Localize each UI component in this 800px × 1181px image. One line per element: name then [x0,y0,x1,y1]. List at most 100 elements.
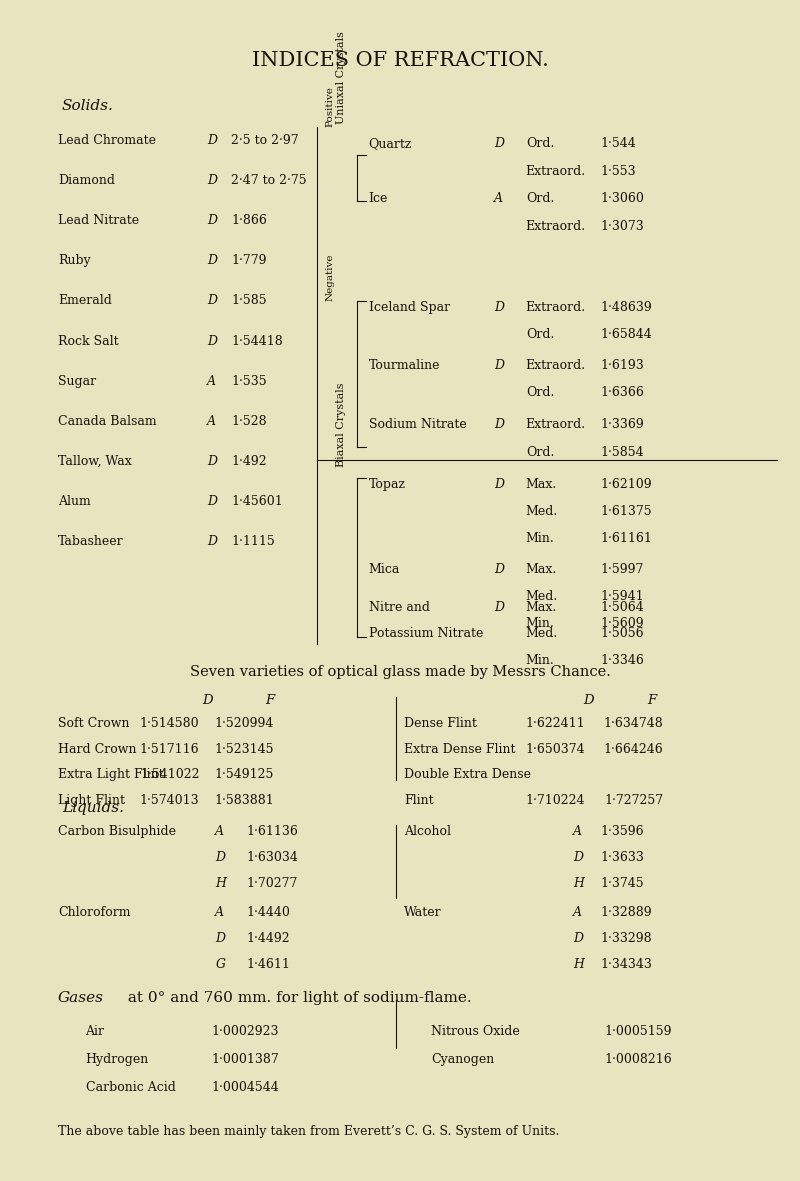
Text: 1·710224: 1·710224 [526,794,585,807]
Text: 1·3060: 1·3060 [601,193,644,205]
Text: Carbon Bisulphide: Carbon Bisulphide [58,824,176,837]
Text: D: D [207,334,218,347]
Text: Sodium Nitrate: Sodium Nitrate [369,418,466,431]
Text: Lead Nitrate: Lead Nitrate [58,214,139,227]
Text: Negative: Negative [326,253,334,301]
Text: A: A [215,824,224,837]
Text: Positive: Positive [326,86,334,126]
Text: Carbonic Acid: Carbonic Acid [86,1081,175,1094]
Text: Min.: Min. [526,654,554,667]
Text: Dense Flint: Dense Flint [404,717,477,730]
Text: Solids.: Solids. [62,99,114,112]
Text: H: H [573,958,584,971]
Text: D: D [583,694,594,707]
Text: Topaz: Topaz [369,478,406,491]
Text: 2·47 to 2·75: 2·47 to 2·75 [231,174,306,187]
Text: Canada Balsam: Canada Balsam [58,415,157,428]
Text: A: A [207,374,217,387]
Text: Chloroform: Chloroform [58,906,130,919]
Text: Light Flint: Light Flint [58,794,125,807]
Text: 1·634748: 1·634748 [603,717,663,730]
Text: 1·4611: 1·4611 [246,958,290,971]
Text: 1·779: 1·779 [231,254,266,267]
Text: Tabasheer: Tabasheer [58,535,124,548]
Text: 1·6193: 1·6193 [601,359,644,372]
Text: 1·574013: 1·574013 [140,794,199,807]
Text: 1·583881: 1·583881 [214,794,274,807]
Text: at 0° and 760 mm. for light of sodium-flame.: at 0° and 760 mm. for light of sodium-fl… [123,991,472,1005]
Text: 1·62109: 1·62109 [601,478,652,491]
Text: Max.: Max. [526,563,557,576]
Text: Med.: Med. [526,505,558,518]
Text: 1·727257: 1·727257 [604,794,663,807]
Text: 1·6366: 1·6366 [601,386,644,399]
Text: 1·541022: 1·541022 [140,769,199,782]
Text: 1·32889: 1·32889 [601,906,652,919]
Text: 1·544: 1·544 [601,137,636,150]
Text: 1·3073: 1·3073 [601,221,644,234]
Text: D: D [215,932,226,945]
Text: G: G [215,958,226,971]
Text: 1·61136: 1·61136 [246,824,298,837]
Text: D: D [573,850,583,863]
Text: D: D [207,294,218,307]
Text: A: A [573,824,582,837]
Text: 1·45601: 1·45601 [231,495,282,508]
Text: H: H [215,876,226,889]
Text: 1·535: 1·535 [231,374,266,387]
Text: Ord.: Ord. [526,137,554,150]
Text: Cyanogen: Cyanogen [431,1052,494,1065]
Text: Air: Air [86,1025,105,1038]
Text: 1·520994: 1·520994 [215,717,274,730]
Text: Double Extra Dense: Double Extra Dense [404,769,531,782]
Text: A: A [215,906,224,919]
Text: Extraord.: Extraord. [526,418,586,431]
Text: 1·650374: 1·650374 [525,743,585,756]
Text: 1·5064: 1·5064 [601,601,644,614]
Text: Iceland Spar: Iceland Spar [369,301,450,314]
Text: Ord.: Ord. [526,386,554,399]
Text: Max.: Max. [526,478,557,491]
Text: Med.: Med. [526,590,558,603]
Text: Emerald: Emerald [58,294,112,307]
Text: Extra Dense Flint: Extra Dense Flint [404,743,515,756]
Text: The above table has been mainly taken from Everett’s C. G. S. System of Units.: The above table has been mainly taken fr… [58,1124,559,1137]
Text: Min.: Min. [526,618,554,631]
Text: 1·3369: 1·3369 [601,418,644,431]
Text: D: D [207,133,218,146]
Text: Rock Salt: Rock Salt [58,334,118,347]
Text: H: H [573,876,584,889]
Text: Max.: Max. [526,601,557,614]
Text: D: D [207,214,218,227]
Text: D: D [202,694,213,707]
Text: Lead Chromate: Lead Chromate [58,133,156,146]
Text: D: D [573,932,583,945]
Text: Alcohol: Alcohol [404,824,451,837]
Text: D: D [207,254,218,267]
Text: Nitrous Oxide: Nitrous Oxide [431,1025,520,1038]
Text: Liquids.: Liquids. [62,801,124,815]
Text: 1·3596: 1·3596 [601,824,644,837]
Text: 1·0002923: 1·0002923 [211,1025,279,1038]
Text: Flint: Flint [404,794,434,807]
Text: 1·70277: 1·70277 [246,876,298,889]
Text: D: D [494,478,504,491]
Text: Min.: Min. [526,531,554,544]
Text: F: F [647,694,656,707]
Text: 1·3633: 1·3633 [601,850,644,863]
Text: 1·0001387: 1·0001387 [211,1052,279,1065]
Text: Tallow, Wax: Tallow, Wax [58,455,132,468]
Text: D: D [494,563,504,576]
Text: 1·61161: 1·61161 [601,531,652,544]
Text: 1·0005159: 1·0005159 [604,1025,672,1038]
Text: Gases: Gases [58,991,104,1005]
Text: 1·4492: 1·4492 [246,932,290,945]
Text: Extraord.: Extraord. [526,165,586,178]
Text: 1·549125: 1·549125 [215,769,274,782]
Text: 1·866: 1·866 [231,214,267,227]
Text: Hydrogen: Hydrogen [86,1052,149,1065]
Text: D: D [215,850,226,863]
Text: Ord.: Ord. [526,328,554,341]
Text: 1·48639: 1·48639 [601,301,652,314]
Text: 1·664246: 1·664246 [603,743,663,756]
